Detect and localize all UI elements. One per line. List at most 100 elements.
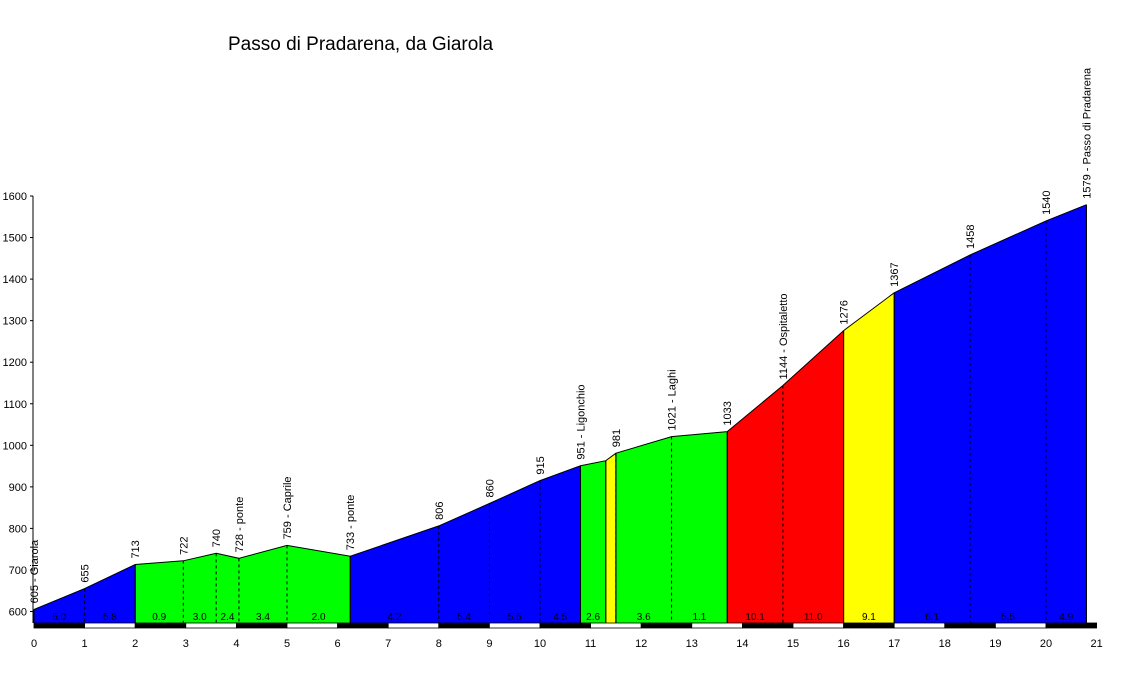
y-tick-label: 900 <box>9 482 27 494</box>
km-bar-block <box>944 622 996 629</box>
km-bar-block <box>995 622 1047 629</box>
gradient-label: 5.0 <box>52 612 66 623</box>
km-bar-block <box>843 622 895 629</box>
km-bar-block <box>286 622 338 629</box>
point-annotation: 1021 - Laghi <box>667 369 679 430</box>
point-annotation: 1458 <box>965 225 977 249</box>
profile-segments <box>34 204 1087 623</box>
x-tick-label: 13 <box>686 638 698 650</box>
gradient-label: 5.5 <box>508 612 522 623</box>
km-bar-block <box>438 622 490 629</box>
x-tick-label: 4 <box>233 638 239 650</box>
x-tick-label: 12 <box>635 638 647 650</box>
point-annotation: 1540 <box>1041 190 1053 214</box>
x-tick-label: 7 <box>385 638 391 650</box>
profile-segment-green <box>135 545 351 623</box>
point-annotation: 915 <box>535 456 547 474</box>
point-annotation: 740 <box>211 529 223 547</box>
km-bar-block <box>640 622 693 629</box>
km-bar-block <box>387 622 440 629</box>
x-tick-label: 19 <box>989 638 1001 650</box>
gradient-label: 2.0 <box>312 612 326 623</box>
gradient-label: 2.4 <box>221 612 235 623</box>
point-annotation: 951 - Ligonchio <box>575 384 587 459</box>
y-tick-label: 1300 <box>3 316 27 328</box>
point-annotation: 1033 <box>722 401 734 425</box>
point-annotation: 1144 - Ospitaletto <box>778 293 790 379</box>
gradient-label: 10.1 <box>745 612 765 623</box>
point-annotation: 1276 <box>839 300 851 324</box>
x-tick-label: 0 <box>31 638 37 650</box>
gradient-label: 3.6 <box>637 612 651 623</box>
gradient-label: 1.1 <box>692 612 706 623</box>
km-bar-block <box>1045 622 1097 629</box>
gradient-label: 2.6 <box>586 612 600 623</box>
gradient-label: 5.4 <box>457 612 471 623</box>
km-bar-block <box>185 622 237 629</box>
profile-segment-green <box>580 460 606 623</box>
y-tick-label: 1500 <box>3 233 27 245</box>
x-tick-label: 6 <box>335 638 341 650</box>
x-tick-label: 17 <box>888 638 900 650</box>
profile-segment-yellow <box>843 292 895 623</box>
km-bar-block <box>33 622 85 629</box>
km-bar-block <box>893 622 946 629</box>
profile-segment-blue <box>34 564 136 623</box>
y-tick-label: 1200 <box>3 357 27 369</box>
point-annotation: 713 <box>130 540 142 558</box>
point-annotation: 722 <box>178 536 190 554</box>
y-tick-label: 1100 <box>3 399 27 411</box>
x-tick-label: 15 <box>787 638 799 650</box>
km-bar-block <box>792 622 844 629</box>
km-bar-block <box>84 622 136 629</box>
x-tick-label: 2 <box>132 638 138 650</box>
x-tick-label: 5 <box>284 638 290 650</box>
km-bar-block <box>134 622 187 629</box>
point-annotation: 759 - Caprile <box>282 476 294 539</box>
point-annotation: 605 - Giarola <box>29 539 41 603</box>
gradient-label: 11.0 <box>804 612 823 623</box>
x-tick-label: 1 <box>82 638 88 650</box>
gradient-label: 3.0 <box>193 612 207 623</box>
x-tick-label: 8 <box>436 638 442 650</box>
km-bar-block <box>590 622 642 629</box>
point-annotation: 806 <box>434 502 446 520</box>
x-tick-label: 21 <box>1090 638 1102 650</box>
y-tick-label: 1400 <box>3 274 27 286</box>
point-annotation: 981 <box>611 429 623 447</box>
point-annotation: 733 - ponte <box>345 495 357 551</box>
profile-segment-blue <box>350 465 581 623</box>
x-tick-label: 20 <box>1040 638 1052 650</box>
km-bar-block <box>742 622 794 629</box>
x-tick-label: 18 <box>939 638 951 650</box>
profile-segment-yellow <box>605 453 616 623</box>
x-tick-label: 3 <box>183 638 189 650</box>
y-tick-label: 700 <box>9 565 27 577</box>
profile-segment-red <box>727 330 844 623</box>
y-tick-label: 1600 <box>3 191 27 203</box>
y-tick-label: 600 <box>9 607 27 619</box>
chart-title: Passo di Pradarena, da Giarola <box>228 34 494 55</box>
km-bar-block <box>488 622 541 629</box>
gradient-label: 4.2 <box>388 612 402 623</box>
gradient-label: 5.8 <box>103 612 117 623</box>
y-tick-label: 1000 <box>3 440 27 452</box>
km-bar-block <box>235 622 288 629</box>
km-bar-block <box>539 622 591 629</box>
gradient-label: 6.1 <box>925 612 939 623</box>
gradient-label: 5.5 <box>1001 612 1015 623</box>
point-annotation: 860 <box>484 479 496 497</box>
gradient-label: 9.1 <box>862 612 876 623</box>
point-annotation: 1367 <box>889 262 901 286</box>
y-tick-label: 800 <box>9 523 27 535</box>
x-tick-label: 9 <box>486 638 492 650</box>
point-annotation: 655 <box>80 564 92 582</box>
x-tick-label: 10 <box>534 638 546 650</box>
gradient-label: 3.4 <box>256 612 270 623</box>
gradient-label: 0.9 <box>152 612 166 623</box>
point-annotation: 728 - ponte <box>234 497 246 553</box>
x-tick-label: 11 <box>585 638 596 650</box>
km-bar-block <box>337 622 389 629</box>
profile-segment-blue <box>894 204 1087 623</box>
